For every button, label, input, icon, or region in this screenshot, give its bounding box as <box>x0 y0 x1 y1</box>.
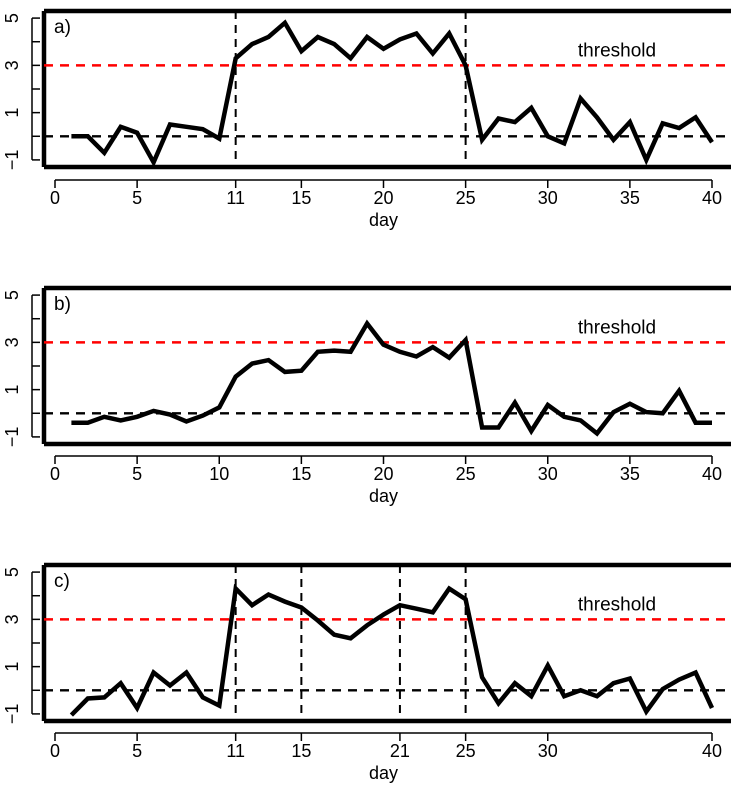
chart-panel-3: threshold c) 0 5 11 15 21 25 30 40 day −1 1 3 5 <box>2 562 731 783</box>
series-line <box>69 583 715 717</box>
x-tick-label: 20 <box>373 464 393 484</box>
x-tick-label: 35 <box>620 464 640 484</box>
y-tick-label: 1 <box>2 385 22 395</box>
y-tick-label: −1 <box>2 427 22 448</box>
x-tick-label: 5 <box>132 741 142 761</box>
panel-label: b) <box>54 294 71 315</box>
x-tick-label: 0 <box>50 741 60 761</box>
x-tick-label: 30 <box>538 188 558 208</box>
x-tick-label: 15 <box>291 188 311 208</box>
x-tick-label: 15 <box>291 464 311 484</box>
x-tick-label: 10 <box>209 464 229 484</box>
panel-label: c) <box>54 571 70 592</box>
x-tick-label: 5 <box>132 464 142 484</box>
y-tick-label: 5 <box>2 290 22 300</box>
x-axis-label: day <box>369 763 398 783</box>
x-axis-label: day <box>369 210 398 230</box>
y-tick-label: −1 <box>2 150 22 171</box>
x-tick-label: 11 <box>226 188 245 208</box>
x-tick-label: 0 <box>50 188 60 208</box>
panel-label: a) <box>54 17 71 38</box>
y-tick-label: 3 <box>2 337 22 347</box>
y-tick-label: 1 <box>2 108 22 118</box>
x-tick-label: 40 <box>702 188 722 208</box>
x-tick-label: 40 <box>702 464 722 484</box>
x-tick-label: 30 <box>538 464 558 484</box>
x-tick-label: 0 <box>50 464 60 484</box>
x-tick-label: 25 <box>456 464 476 484</box>
x-axis-label: day <box>369 486 398 506</box>
x-tick-label: 5 <box>132 188 142 208</box>
y-tick-label: 1 <box>2 662 22 672</box>
y-tick-label: 3 <box>2 614 22 624</box>
y-tick-label: 3 <box>2 60 22 70</box>
x-tick-label: 25 <box>456 188 476 208</box>
x-tick-label: 40 <box>702 741 722 761</box>
x-tick-label: 20 <box>373 188 393 208</box>
threshold-label: threshold <box>578 317 656 338</box>
x-tick-label: 11 <box>226 741 245 761</box>
threshold-label: threshold <box>578 594 656 615</box>
x-tick-label: 25 <box>456 741 476 761</box>
x-tick-label: 21 <box>390 741 410 761</box>
y-tick-label: 5 <box>2 13 22 23</box>
x-tick-label: 15 <box>291 741 311 761</box>
series-line <box>71 319 712 437</box>
x-tick-label: 35 <box>620 188 640 208</box>
x-tick-label: 30 <box>538 741 558 761</box>
y-tick-label: −1 <box>2 704 22 725</box>
y-tick-label: 5 <box>2 567 22 577</box>
threshold-label: threshold <box>578 40 656 61</box>
series-line <box>71 19 714 168</box>
